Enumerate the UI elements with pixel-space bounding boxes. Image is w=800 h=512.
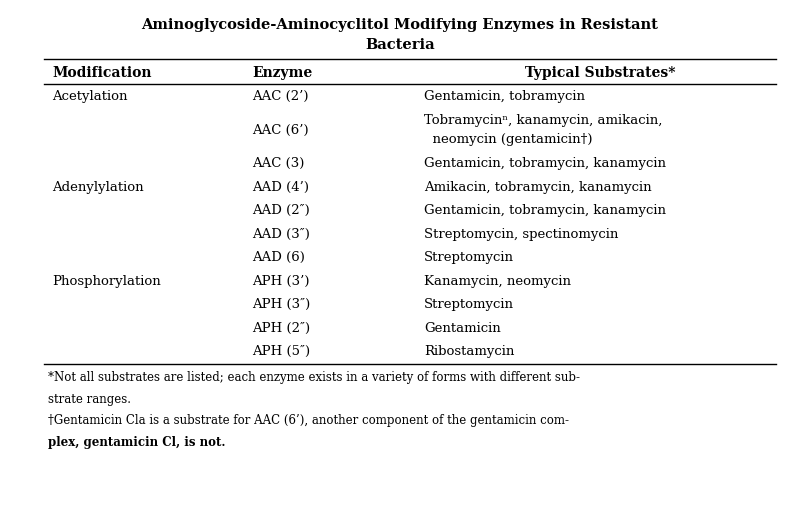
Text: Streptomycin, spectinomycin: Streptomycin, spectinomycin bbox=[424, 228, 618, 241]
Text: Streptomycin: Streptomycin bbox=[424, 251, 514, 264]
Text: Bacteria: Bacteria bbox=[365, 38, 435, 52]
Text: Kanamycin, neomycin: Kanamycin, neomycin bbox=[424, 275, 571, 288]
Text: AAC (6’): AAC (6’) bbox=[252, 123, 309, 137]
Text: strate ranges.: strate ranges. bbox=[48, 393, 131, 407]
Text: APH (2″): APH (2″) bbox=[252, 322, 310, 335]
Text: AAC (3): AAC (3) bbox=[252, 157, 304, 170]
Text: APH (3″): APH (3″) bbox=[252, 298, 310, 311]
Text: APH (5″): APH (5″) bbox=[252, 345, 310, 358]
Text: Tobramycinⁿ, kanamycin, amikacin,: Tobramycinⁿ, kanamycin, amikacin, bbox=[424, 114, 662, 126]
Text: Streptomycin: Streptomycin bbox=[424, 298, 514, 311]
Text: Typical Substrates*: Typical Substrates* bbox=[525, 66, 675, 80]
Text: Gentamicin, tobramycin, kanamycin: Gentamicin, tobramycin, kanamycin bbox=[424, 204, 666, 217]
Text: AAC (2’): AAC (2’) bbox=[252, 90, 309, 103]
Text: neomycin (gentamicin†): neomycin (gentamicin†) bbox=[424, 133, 593, 146]
Text: Amikacin, tobramycin, kanamycin: Amikacin, tobramycin, kanamycin bbox=[424, 181, 652, 194]
Text: *Not all substrates are listed; each enzyme exists in a variety of forms with di: *Not all substrates are listed; each enz… bbox=[48, 371, 580, 384]
Text: Adenylylation: Adenylylation bbox=[52, 181, 144, 194]
Text: Aminoglycoside-Aminocyclitol Modifying Enzymes in Resistant: Aminoglycoside-Aminocyclitol Modifying E… bbox=[142, 18, 658, 32]
Text: Modification: Modification bbox=[52, 66, 151, 80]
Text: Gentamicin: Gentamicin bbox=[424, 322, 501, 335]
Text: AAD (4’): AAD (4’) bbox=[252, 181, 309, 194]
Text: Gentamicin, tobramycin: Gentamicin, tobramycin bbox=[424, 90, 585, 103]
Text: AAD (3″): AAD (3″) bbox=[252, 228, 310, 241]
Text: APH (3’): APH (3’) bbox=[252, 275, 310, 288]
Text: Gentamicin, tobramycin, kanamycin: Gentamicin, tobramycin, kanamycin bbox=[424, 157, 666, 170]
Text: plex, gentamicin Cl, is not.: plex, gentamicin Cl, is not. bbox=[48, 436, 226, 449]
Text: †Gentamicin Cla is a substrate for AAC (6’), another component of the gentamicin: †Gentamicin Cla is a substrate for AAC (… bbox=[48, 414, 569, 427]
Text: Phosphorylation: Phosphorylation bbox=[52, 275, 161, 288]
Text: AAD (6): AAD (6) bbox=[252, 251, 305, 264]
Text: AAD (2″): AAD (2″) bbox=[252, 204, 310, 217]
Text: Ribostamycin: Ribostamycin bbox=[424, 345, 514, 358]
Text: Acetylation: Acetylation bbox=[52, 90, 127, 103]
Text: Enzyme: Enzyme bbox=[252, 66, 312, 80]
